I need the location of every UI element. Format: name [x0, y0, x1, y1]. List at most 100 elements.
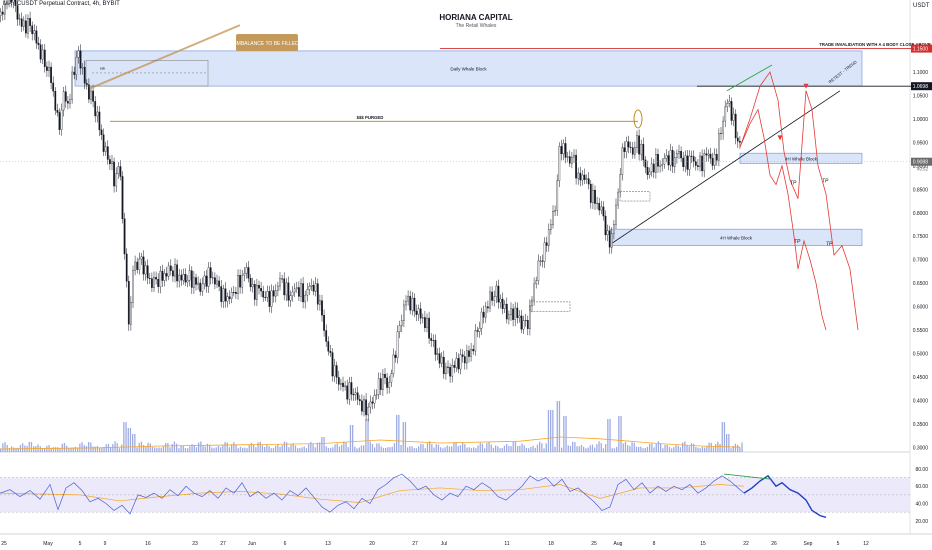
time-tick-label: 8 — [653, 541, 656, 547]
candle-body — [251, 284, 254, 288]
volume-bar — [431, 444, 433, 452]
candle-body — [172, 270, 174, 277]
volume-bar — [279, 446, 281, 452]
volume-bar — [728, 434, 730, 452]
candle-body — [132, 270, 134, 303]
volume-bar — [723, 422, 726, 452]
volume-bar — [121, 444, 123, 452]
volume-bar — [134, 434, 136, 452]
volume-bar — [81, 442, 83, 452]
candle-body — [470, 349, 472, 357]
volume-bar — [519, 445, 521, 452]
volume-bar — [635, 446, 638, 452]
candle-body — [390, 373, 393, 383]
time-tick-label: 16 — [145, 541, 151, 547]
volume-bar — [583, 446, 585, 452]
candle-body — [602, 206, 605, 217]
candle-body — [239, 275, 241, 288]
candle-body — [720, 133, 722, 134]
volume-bar — [704, 447, 706, 452]
candle-body — [109, 159, 111, 165]
candle-body — [449, 367, 451, 377]
candle-body — [613, 224, 615, 234]
candle-body — [8, 0, 10, 4]
volume-bar — [283, 441, 286, 452]
candle-body — [690, 155, 693, 157]
volume-bar — [314, 447, 316, 452]
candle-body — [356, 392, 359, 400]
volume-bar — [200, 441, 202, 452]
time-tick-label: 6 — [284, 541, 287, 547]
candle-body — [96, 111, 99, 117]
candle-body — [442, 356, 445, 375]
volume-bar — [83, 445, 85, 452]
candle-body — [277, 285, 279, 291]
candle-body — [722, 120, 724, 134]
time-tick-label: Jul — [441, 541, 447, 547]
volume-bar — [107, 443, 110, 452]
volume-bar — [673, 447, 675, 452]
candle-body — [79, 50, 82, 69]
candle-body — [480, 311, 483, 329]
volume-bar — [239, 446, 242, 452]
price-tick-label: 0.8500 — [913, 187, 929, 193]
volume-bar — [235, 444, 237, 452]
volume-bar — [512, 441, 514, 452]
volume-bar — [323, 437, 325, 452]
volume-bar — [39, 446, 41, 452]
candle-body — [713, 154, 716, 166]
candle-body — [106, 146, 109, 160]
volume-bar — [495, 445, 497, 452]
volume-bar — [508, 445, 510, 452]
candle-body — [426, 317, 428, 328]
volume-bar — [149, 443, 151, 452]
volume-bar — [541, 443, 543, 452]
volume-bar — [398, 414, 400, 452]
candle-body — [734, 113, 737, 139]
candle-body — [371, 401, 374, 404]
candle-body — [522, 320, 525, 330]
time-tick-label: 25 — [591, 541, 597, 547]
candle-body — [652, 163, 655, 173]
volume-bar — [618, 416, 620, 452]
volume-bar — [57, 447, 59, 452]
volume-bar — [195, 447, 198, 452]
volume-bar — [459, 445, 462, 452]
candle-body — [526, 320, 529, 329]
volume-bar — [554, 446, 556, 452]
time-tick-label: 25 — [1, 541, 7, 547]
candle-body — [50, 66, 52, 84]
candle-body — [102, 134, 105, 152]
volume-bar — [677, 445, 679, 452]
candle-body — [100, 129, 103, 135]
candle-body — [323, 314, 325, 331]
candle-body — [382, 374, 384, 390]
volume-bar — [706, 445, 708, 452]
candle-body — [367, 406, 370, 416]
candle-body — [228, 296, 231, 299]
candle-body — [684, 155, 687, 167]
candle-body — [579, 172, 582, 181]
volume-bar — [565, 416, 567, 452]
volume-bar — [253, 444, 255, 452]
candle-body — [237, 275, 239, 294]
candle-body — [342, 382, 344, 387]
volume-bar — [407, 447, 409, 452]
candle-body — [211, 277, 214, 279]
volume-bar — [297, 448, 299, 452]
candle-body — [520, 315, 523, 330]
candle-body — [512, 308, 514, 320]
volume-bar — [327, 447, 330, 452]
volume-bar — [426, 443, 429, 452]
candle-body — [178, 274, 181, 282]
volume-bar — [341, 444, 343, 452]
countdown-label: 49:52 — [917, 167, 929, 172]
volume-bar — [151, 446, 154, 452]
time-tick-label: 23 — [192, 541, 198, 547]
resistance-price-tag — [911, 82, 932, 91]
candle-body — [16, 5, 19, 20]
candle-body — [258, 285, 260, 289]
candle-body — [655, 154, 657, 173]
time-tick-label: 11 — [504, 541, 509, 547]
